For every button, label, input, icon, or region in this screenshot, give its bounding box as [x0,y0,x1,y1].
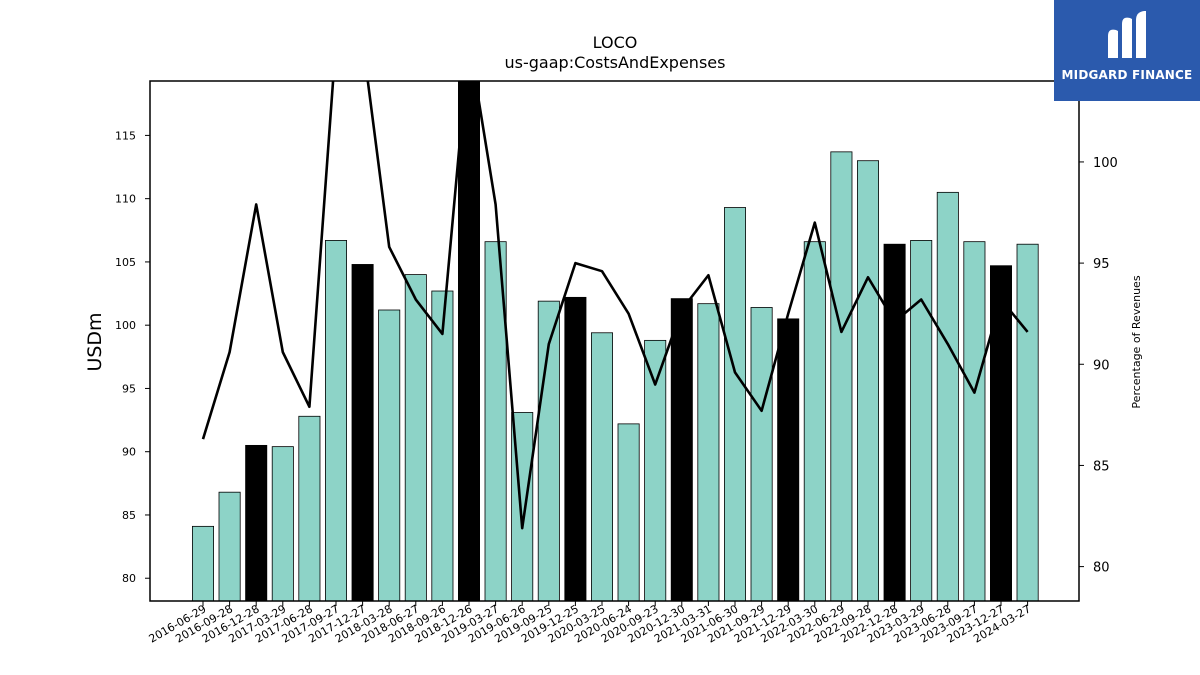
bar-2022-06-29 [830,151,853,601]
bar-2020-09-23 [644,339,667,601]
bar-2018-09-26 [431,290,454,601]
bar-2017-06-28 [298,415,321,601]
chart-title: LOCO [593,33,638,52]
bar-2023-12-27 [990,265,1013,601]
plot-frame [149,80,1080,602]
bar-2023-03-29 [910,240,933,601]
y2-tick-label: 80 [1093,561,1110,576]
bar-2022-09-28 [857,160,880,601]
percentage-of-revenues-line [201,81,1029,530]
bar-2022-12-28 [883,243,906,601]
bar-2018-03-28 [378,309,401,601]
y2-tick-label: 100 [1093,156,1118,171]
bar-2016-09-28 [218,491,241,601]
bar-2017-09-27 [324,240,347,601]
bar-2021-03-31 [697,303,720,601]
y-tick-label: 85 [122,509,136,522]
bar-2017-12-27 [351,264,374,601]
bar-2016-06-29 [191,525,214,601]
y-axis-label: USDm [84,312,106,371]
chart-subtitle: us-gaap:CostsAndExpenses [505,53,726,72]
y-tick-label: 105 [115,256,136,269]
bar-2021-09-29 [750,307,773,601]
y2-tick-label: 95 [1093,257,1110,272]
midgard-logo-icon [1108,11,1146,59]
line-series [201,81,1029,530]
y-tick-label: 100 [115,319,136,332]
bar-series [191,81,1039,601]
bar-2020-06-24 [617,423,640,601]
y-tick-label: 115 [115,129,136,142]
logo-text: MIDGARD FINANCE [1061,68,1193,82]
y2-tick-label: 90 [1093,358,1110,373]
bar-2020-12-30 [670,298,693,601]
bar-2021-06-30 [724,207,747,601]
y-tick-label: 90 [122,446,136,459]
bar-2023-09-27 [963,241,986,601]
brand-logo: MIDGARD FINANCE [1054,0,1200,101]
bar-2019-03-27 [484,241,507,601]
y-tick-label: 110 [115,193,136,206]
y-tick-label: 80 [122,572,136,585]
bar-2022-03-30 [803,241,826,601]
bar-2018-06-27 [404,274,427,601]
y2-axis-label: Percentage of Revenues [1130,275,1143,408]
bar-2018-12-26 [457,81,480,601]
bar-2024-03-27 [1016,243,1039,601]
bar-2017-03-29 [271,446,294,601]
bar-2021-12-29 [777,318,800,601]
y-tick-label: 95 [122,382,136,395]
y2-tick-label: 85 [1093,459,1110,474]
bar-2023-06-28 [936,191,959,601]
bar-2020-03-25 [591,332,614,601]
bar-2019-12-25 [564,296,587,601]
bar-2016-12-28 [245,444,268,601]
